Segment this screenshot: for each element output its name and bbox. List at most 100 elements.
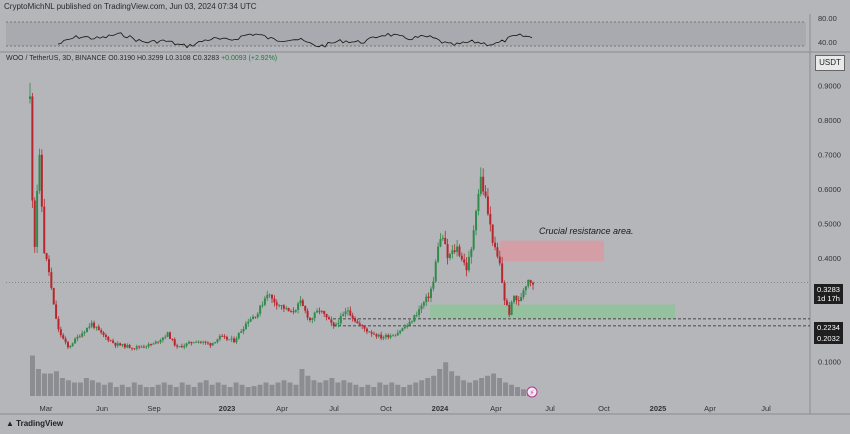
volume-bar xyxy=(281,380,287,396)
candle-body xyxy=(520,297,523,302)
volume-bar xyxy=(419,380,425,396)
candle-body xyxy=(104,335,107,337)
volume-bar xyxy=(197,382,203,396)
candle-body xyxy=(140,346,143,348)
candle-body xyxy=(204,341,207,343)
candle-body xyxy=(434,261,437,282)
candle-body xyxy=(119,343,122,346)
volume-bar xyxy=(413,382,419,396)
candle-body xyxy=(180,346,183,348)
candle-body xyxy=(249,319,252,322)
candle-body xyxy=(157,341,160,343)
volume-bar xyxy=(365,384,371,396)
candle-body xyxy=(233,338,236,343)
currency-button[interactable]: USDT xyxy=(815,55,845,71)
candle-body xyxy=(135,346,138,349)
brand-label: TradingView xyxy=(16,419,64,428)
candle-body xyxy=(81,333,84,337)
candle-body xyxy=(304,305,307,311)
volume-bar xyxy=(119,384,125,396)
candle-body xyxy=(287,307,290,312)
candle-body xyxy=(90,322,93,327)
candle-body xyxy=(202,341,205,343)
candle-body xyxy=(289,311,292,313)
candle-body xyxy=(195,342,198,343)
candle-body xyxy=(418,309,421,316)
candle-body xyxy=(275,302,278,306)
candle-body xyxy=(337,323,340,325)
candle-body xyxy=(356,321,359,324)
candle-body xyxy=(339,316,342,324)
candle-body xyxy=(76,336,79,339)
candle-body xyxy=(401,328,404,331)
lightning-icon xyxy=(526,386,538,398)
candle-body xyxy=(261,304,264,306)
volume-bar xyxy=(155,384,161,396)
candle-body xyxy=(470,249,473,257)
volume-bar xyxy=(407,384,413,396)
candle-body xyxy=(256,313,259,318)
volume-bar xyxy=(443,362,449,396)
candle-body xyxy=(97,326,100,331)
candle-body xyxy=(313,312,316,319)
volume-bar xyxy=(287,382,293,396)
volume-bar xyxy=(137,384,143,396)
candle-body xyxy=(131,347,134,349)
candle-body xyxy=(335,324,338,326)
candle-body xyxy=(415,315,418,316)
candle-body xyxy=(508,304,511,315)
candle-body xyxy=(164,336,167,338)
candle-body xyxy=(100,330,103,333)
candle-body xyxy=(382,337,385,339)
candle-body xyxy=(479,176,482,194)
volume-bar xyxy=(479,378,485,396)
candle-body xyxy=(93,322,96,328)
resistance-zone xyxy=(500,240,604,262)
volume-bar xyxy=(449,371,455,396)
candle-body xyxy=(522,290,525,298)
candle-body xyxy=(185,343,188,346)
candle-body xyxy=(311,318,314,320)
volume-bar xyxy=(107,382,113,396)
volume-bar xyxy=(389,382,395,396)
candle-body xyxy=(361,324,364,326)
x-tick-label: Apr xyxy=(490,404,502,413)
candle-body xyxy=(38,154,41,191)
volume-bar xyxy=(203,380,209,396)
candle-body xyxy=(88,326,91,328)
candle-body xyxy=(432,281,435,289)
volume-bar xyxy=(209,384,215,396)
y-tick-label: 0.7000 xyxy=(818,150,841,159)
candle-body xyxy=(477,193,480,212)
candle-body xyxy=(107,336,110,341)
candle-body xyxy=(40,154,43,207)
candle-body xyxy=(413,315,416,322)
x-tick-label: Jun xyxy=(96,404,108,413)
candle-body xyxy=(123,344,126,348)
candle-body xyxy=(394,335,397,337)
candle-body xyxy=(64,338,67,343)
candle-body xyxy=(323,310,326,314)
candle-body xyxy=(112,340,115,343)
candle-body xyxy=(66,342,69,348)
candle-body xyxy=(342,314,345,317)
volume-bar xyxy=(257,384,263,396)
candle-body xyxy=(145,346,148,348)
candle-body xyxy=(399,330,402,333)
candle-body xyxy=(351,315,354,319)
x-tick-label: 2023 xyxy=(219,404,236,413)
candle-body xyxy=(373,333,376,335)
candle-body xyxy=(176,345,179,347)
volume-bar xyxy=(485,375,491,396)
candle-body xyxy=(214,342,217,344)
volume-bar xyxy=(473,380,479,396)
volume-bar xyxy=(437,369,443,396)
volume-bar xyxy=(275,382,281,396)
rsi-tick-label: 80.00 xyxy=(818,14,837,23)
support-zone xyxy=(430,304,675,319)
candle-body xyxy=(446,244,449,258)
candle-body xyxy=(437,246,440,262)
